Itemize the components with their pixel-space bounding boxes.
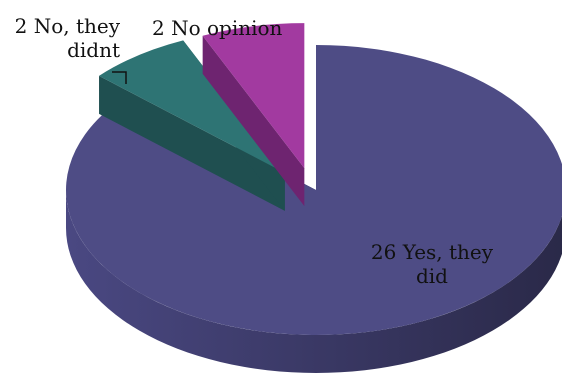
slice-label-yes: 26 Yes, they did [370, 240, 494, 288]
slice-label-no-opinion: 2 No opinion [152, 16, 283, 40]
slice-no [99, 40, 285, 211]
slice-no-opinion [202, 23, 305, 207]
slice-no-top [99, 40, 285, 173]
slice-label-no: 2 No, they didnt [14, 14, 120, 62]
slice-yes-side [66, 190, 562, 373]
slice-no-wall-0 [99, 75, 285, 211]
slice-yes-top [66, 45, 562, 335]
slice-no-opinion-wall-0 [202, 35, 305, 207]
slice-no-opinion-top [202, 23, 305, 169]
